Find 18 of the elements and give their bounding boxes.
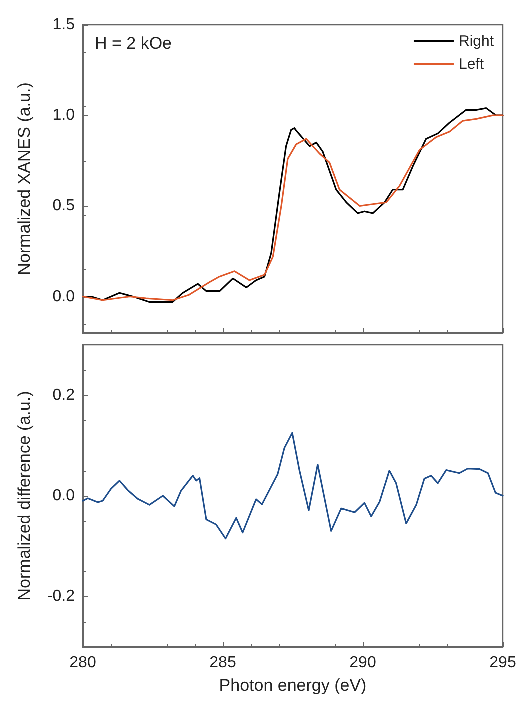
x-tick-label: 295 <box>490 654 516 672</box>
x-axis-title: Photon energy (eV) <box>219 676 367 695</box>
y-tick-label: -0.2 <box>47 588 76 606</box>
y-tick-label: 1.5 <box>52 16 76 34</box>
line-series <box>82 432 504 540</box>
legend-label: Right <box>458 33 495 50</box>
y-tick-label: 0.0 <box>52 288 76 306</box>
y-axis-title: Normalized XANES (a.u.) <box>15 82 34 276</box>
y-tick-label: 0.0 <box>52 488 76 504</box>
x-tick-label: 290 <box>350 654 376 672</box>
x-tick-label: 280 <box>70 654 96 672</box>
y-tick-label: 0.5 <box>52 198 76 215</box>
legend-label: Left <box>458 56 485 73</box>
y-axis-title: Normalized difference (a.u.) <box>15 391 34 601</box>
y-tick-label: 0.2 <box>52 386 76 404</box>
y-tick-label: 1.0 <box>52 107 76 124</box>
annotation: H = 2 kOe <box>95 34 172 53</box>
x-tick-label: 285 <box>210 654 236 672</box>
